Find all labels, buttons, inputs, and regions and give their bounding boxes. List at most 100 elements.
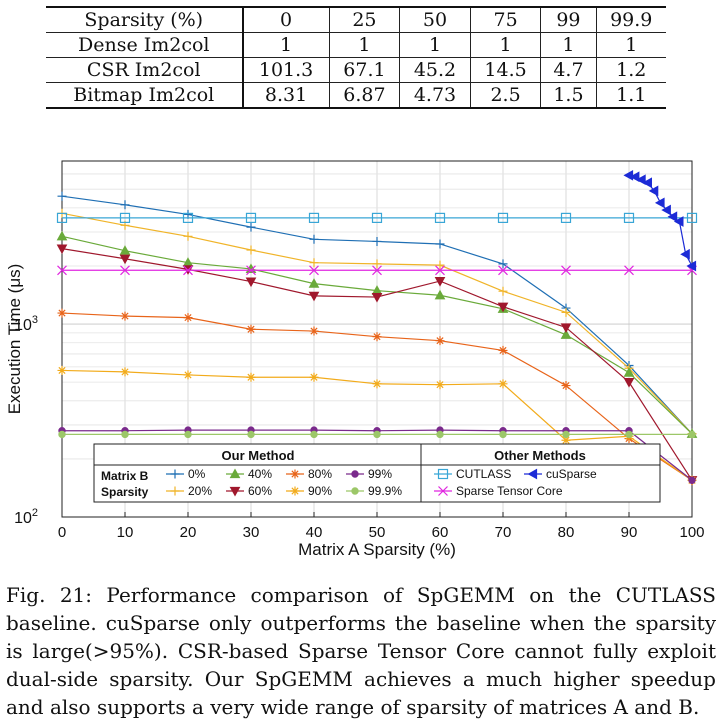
data-point-marker bbox=[654, 197, 665, 209]
table-cell: 1 bbox=[540, 32, 597, 58]
data-point-marker bbox=[497, 302, 509, 313]
x-tick-label: 40 bbox=[306, 524, 323, 541]
table-row: Dense Im2col 1 1 1 1 1 1 bbox=[46, 32, 666, 58]
data-point-marker bbox=[561, 307, 571, 317]
data-point-marker bbox=[673, 216, 684, 227]
figure-caption: Fig. 21: Performance comparison of SpGEM… bbox=[6, 583, 716, 719]
series-cusparse bbox=[623, 169, 697, 272]
data-point-marker bbox=[119, 245, 131, 255]
data-point-marker bbox=[229, 468, 241, 479]
x-tick-label: 100 bbox=[679, 524, 704, 541]
data-point-marker bbox=[498, 345, 508, 355]
table-cell: 4.7 bbox=[540, 57, 597, 83]
data-point-marker bbox=[183, 231, 193, 241]
table-cell: 45.2 bbox=[399, 57, 471, 83]
data-point-marker bbox=[57, 365, 67, 375]
data-point-marker bbox=[561, 265, 571, 276]
x-tick-label: 80 bbox=[558, 524, 575, 541]
x-tick-label: 60 bbox=[432, 524, 449, 541]
data-point-marker bbox=[290, 469, 300, 479]
y-axis-label: Execution Time (μs) bbox=[5, 264, 24, 415]
data-point-marker bbox=[498, 286, 508, 296]
data-point-marker bbox=[120, 265, 130, 276]
x-tick-label: 70 bbox=[495, 524, 512, 541]
x-tick-label: 90 bbox=[621, 524, 638, 541]
data-point-marker bbox=[623, 212, 635, 223]
data-point-marker bbox=[56, 244, 68, 255]
table-cell: 6.87 bbox=[328, 82, 401, 109]
data-point-marker bbox=[498, 379, 508, 389]
data-point-marker bbox=[624, 265, 634, 276]
legend-title-our-method: Our Method bbox=[222, 448, 295, 463]
data-point-marker bbox=[372, 236, 382, 246]
table-cell: 1 bbox=[469, 32, 542, 58]
data-point-marker bbox=[372, 265, 382, 276]
data-point-marker bbox=[661, 204, 671, 216]
data-point-marker bbox=[373, 430, 381, 439]
table-header-cell: 99 bbox=[540, 6, 597, 33]
data-point-marker bbox=[562, 430, 570, 439]
legend-label: 40% bbox=[248, 467, 272, 481]
data-point-marker bbox=[183, 313, 193, 323]
series-sparse-tensor-core bbox=[57, 265, 697, 276]
data-point-marker bbox=[560, 212, 572, 223]
table-cell: 1.5 bbox=[540, 82, 597, 109]
table-header-cell: 75 bbox=[469, 6, 542, 33]
data-point-marker bbox=[623, 367, 635, 377]
data-point-marker bbox=[688, 430, 696, 439]
table-header-cell: 0 bbox=[242, 6, 330, 33]
table-row-label: CSR Im2col bbox=[46, 57, 244, 83]
data-point-marker bbox=[229, 486, 241, 497]
y-tick-base: 10 bbox=[14, 510, 32, 527]
data-point-marker bbox=[245, 277, 257, 288]
legend-label: 80% bbox=[308, 467, 332, 481]
data-point-marker bbox=[561, 435, 571, 445]
data-point-marker bbox=[56, 230, 68, 241]
data-point-marker bbox=[246, 265, 256, 276]
data-point-marker bbox=[184, 430, 192, 439]
legend-label: 0% bbox=[188, 467, 206, 481]
table-cell: 8.31 bbox=[242, 82, 330, 109]
table-cell: 4.73 bbox=[399, 82, 471, 109]
series-0 bbox=[57, 191, 697, 439]
y-tick-exponent: 3 bbox=[32, 314, 38, 326]
table-cell: 67.1 bbox=[328, 57, 401, 83]
data-point-marker bbox=[436, 430, 444, 439]
data-point-marker bbox=[561, 381, 571, 391]
table-row-label: Bitmap Im2col bbox=[46, 82, 244, 109]
series-cutlass bbox=[56, 212, 698, 223]
data-point-marker bbox=[308, 278, 320, 288]
data-point-marker bbox=[623, 378, 635, 388]
data-point-marker bbox=[309, 326, 319, 336]
data-point-marker bbox=[57, 308, 67, 318]
y-tick-label: 103 bbox=[14, 314, 38, 334]
data-point-marker bbox=[686, 212, 698, 223]
legend-label: 99% bbox=[368, 467, 392, 481]
table-header-cell: 99.9 bbox=[595, 6, 666, 33]
data-point-marker bbox=[623, 169, 634, 181]
table-cell: 1 bbox=[595, 32, 666, 58]
data-point-marker bbox=[372, 379, 382, 389]
legend-entry: 40% bbox=[226, 467, 272, 481]
x-tick-label: 50 bbox=[369, 524, 386, 541]
legend-entry: 60% bbox=[226, 484, 272, 498]
data-point-marker bbox=[372, 259, 382, 269]
data-point-marker bbox=[498, 259, 508, 269]
sparsity-table: Sparsity (%) 0 25 50 75 99 99.9 Dense Im2col 1 1 1… bbox=[46, 6, 666, 109]
data-point-marker bbox=[170, 469, 180, 479]
legend-entry: 80% bbox=[286, 467, 332, 481]
data-point-marker bbox=[437, 468, 449, 480]
data-point-marker bbox=[120, 367, 130, 377]
data-point-marker bbox=[246, 245, 256, 255]
data-point-marker bbox=[527, 468, 538, 480]
data-point-marker bbox=[351, 470, 359, 478]
data-point-marker bbox=[499, 430, 507, 439]
legend-entry: 90% bbox=[286, 484, 332, 498]
data-point-marker bbox=[119, 254, 131, 265]
legend-label: 20% bbox=[188, 484, 212, 498]
data-point-marker bbox=[309, 265, 319, 276]
table-cell: 14.5 bbox=[469, 57, 542, 83]
data-point-marker bbox=[435, 260, 445, 270]
data-point-marker bbox=[170, 486, 180, 496]
